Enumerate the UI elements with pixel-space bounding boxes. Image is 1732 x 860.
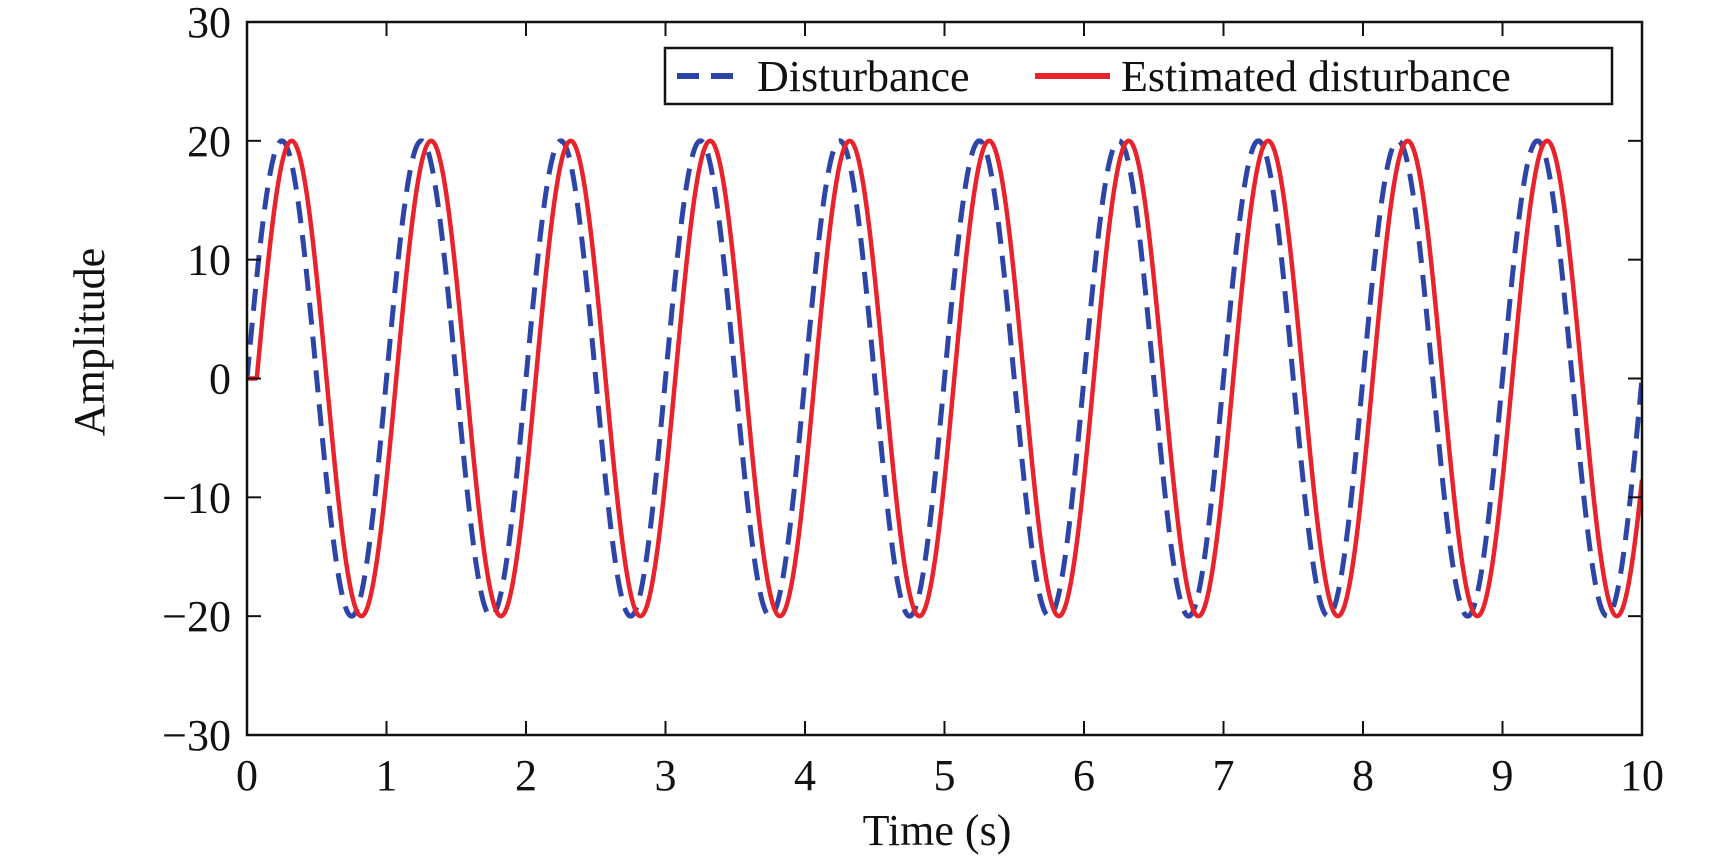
- series-layer: [247, 138, 1642, 619]
- y-tick-label: −30: [162, 711, 231, 760]
- legend-label-disturbance: Disturbance: [757, 52, 970, 101]
- y-tick-label: −10: [162, 473, 231, 522]
- x-tick-label: 8: [1352, 751, 1374, 800]
- y-tick-label: −20: [162, 592, 231, 641]
- labels-layer: Time (s) Amplitude: [65, 248, 1011, 855]
- x-tick-label: 6: [1073, 751, 1095, 800]
- x-tick-label: 1: [376, 751, 398, 800]
- legend-box: [663, 46, 1614, 106]
- y-axis-title: Amplitude: [65, 248, 114, 436]
- x-axis-title: Time (s): [863, 806, 1012, 855]
- y-tick-label: 30: [187, 0, 231, 47]
- x-tick-label: 0: [236, 751, 258, 800]
- x-tick-label: 3: [655, 751, 677, 800]
- y-tick-label: 20: [187, 117, 231, 166]
- ticks-layer: 0 1 2 3 4 5 6 7 8 9 10 −30 −20 −10 0 10 20 30: [162, 0, 1664, 800]
- series-line-disturbance: [247, 138, 1642, 619]
- x-tick-label: 2: [515, 751, 537, 800]
- x-tick-label: 9: [1492, 751, 1514, 800]
- series-line-estimated-disturbance: [247, 138, 1642, 619]
- x-tick-label: 5: [934, 751, 956, 800]
- x-tick-label: 7: [1213, 751, 1235, 800]
- x-tick-label: 4: [794, 751, 816, 800]
- y-tick-label: 0: [209, 355, 231, 404]
- y-tick-label: 10: [187, 236, 231, 285]
- legend-label-estimated-disturbance: Estimated disturbance: [1121, 52, 1511, 101]
- legend: Disturbance Estimated disturbance: [663, 46, 1614, 106]
- x-tick-label: 10: [1620, 751, 1664, 800]
